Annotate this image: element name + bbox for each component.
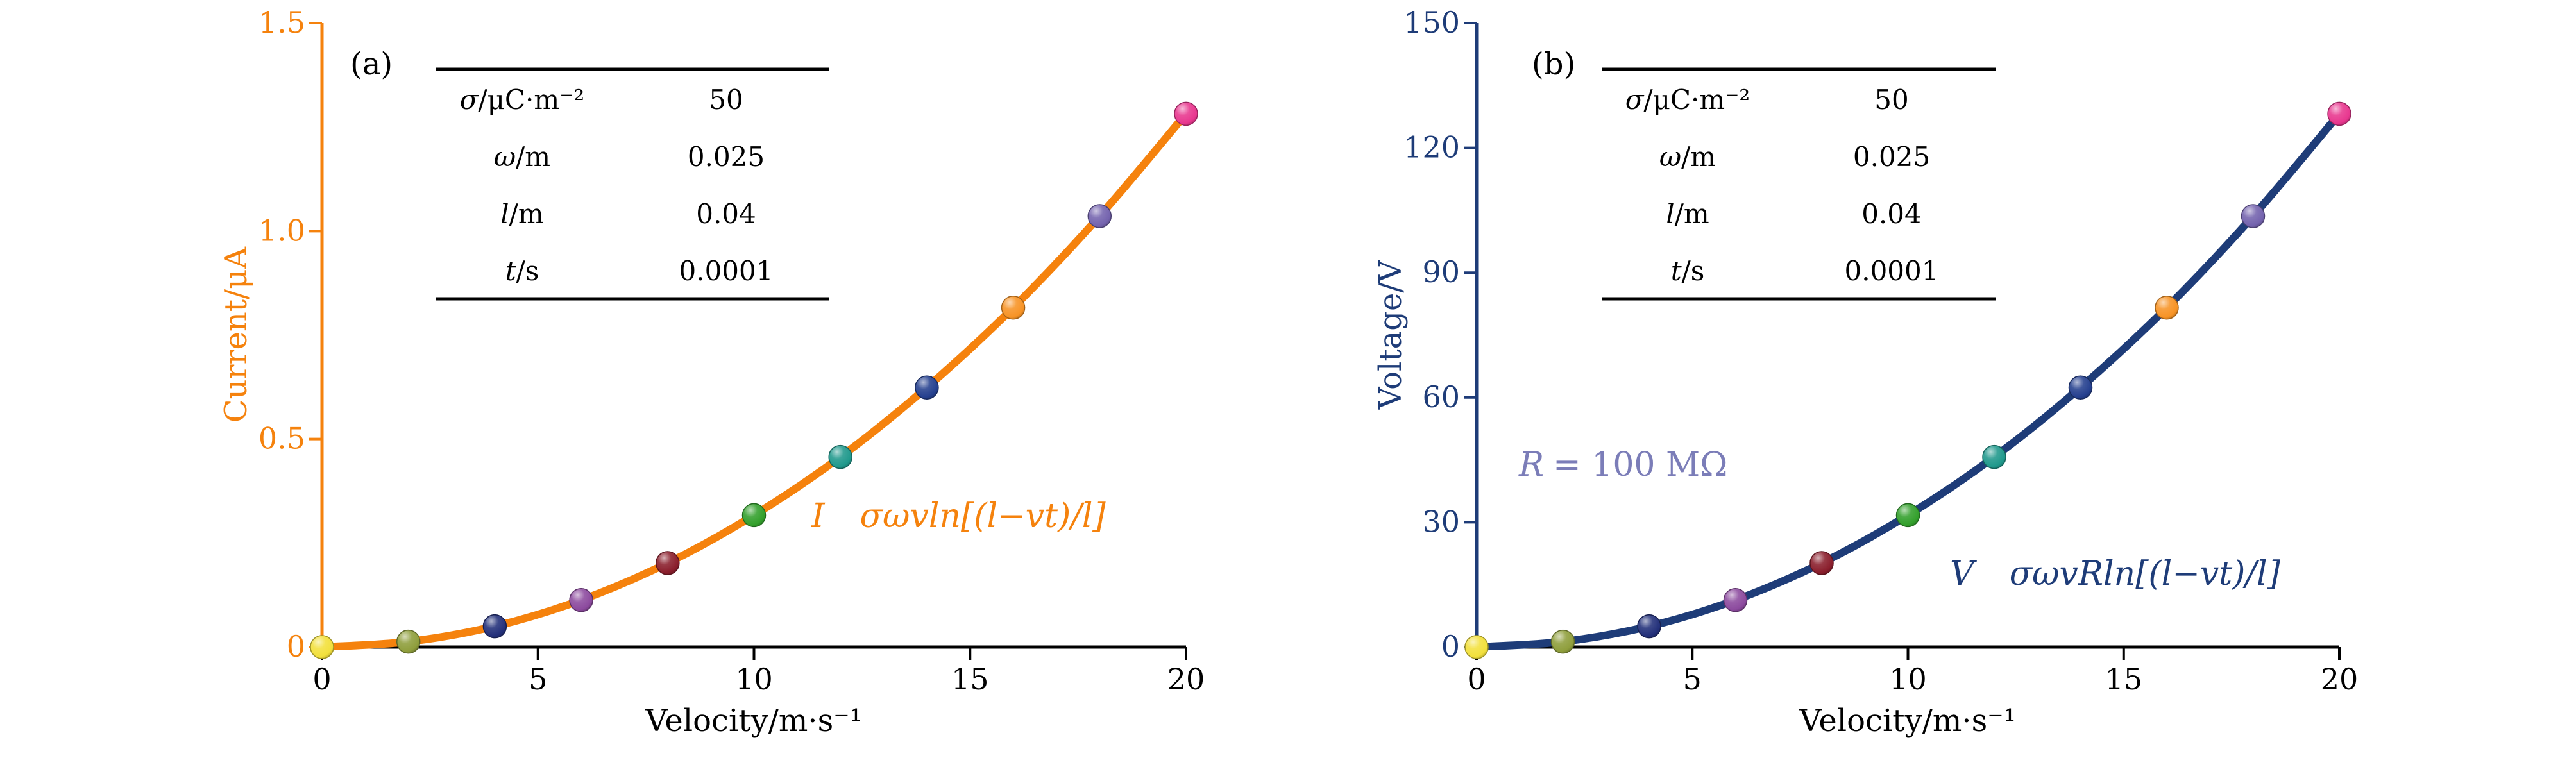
parameter-table: σ/μC·m⁻² 50 ω/m 0.025 l/m 0.04 t/s 0.000… (436, 67, 829, 301)
data-point (1001, 295, 1026, 320)
x-tick-label: 10 (1889, 662, 1927, 696)
table-row-name: σ/μC·m⁻² (460, 84, 584, 115)
data-point (1464, 635, 1489, 659)
y-tick-label: 150 (1403, 5, 1460, 40)
data-point (1174, 101, 1198, 126)
x-tick-label: 10 (735, 662, 773, 696)
x-tick-label: 20 (2321, 662, 2359, 696)
x-axis-title: Velocity/m·s⁻¹ (1799, 703, 2016, 739)
x-tick-label: 5 (1683, 662, 1702, 696)
data-point (1809, 551, 1834, 575)
y-tick-label: 1.0 (258, 213, 305, 248)
table-row-value: 0.0001 (1845, 255, 1939, 287)
table-row-name: ω/m (494, 141, 550, 173)
table-row-name: σ/μC·m⁻² (1625, 84, 1750, 115)
data-point (1723, 587, 1748, 612)
x-tick-label: 0 (1467, 662, 1486, 696)
parameter-table: σ/μC·m⁻² 50 ω/m 0.025 l/m 0.04 t/s 0.000… (1602, 67, 1996, 301)
table-row-value: 0.025 (688, 141, 765, 173)
table-row-value: 0.04 (696, 198, 756, 230)
curve (318, 110, 1190, 651)
data-point (569, 587, 593, 612)
panel-a-generated: 0 5 10 15 20 0 0.5 1.0 1.5 (258, 5, 1205, 696)
data-point (915, 375, 939, 400)
table-row-name: ω/m (1659, 141, 1716, 173)
y-tick-label: 30 (1422, 504, 1460, 539)
data-point (1637, 614, 1661, 639)
data-point (2155, 295, 2179, 320)
data-point (482, 614, 507, 639)
y-axis-title: Current/μA (218, 246, 254, 423)
y-tick-label: 1.5 (258, 5, 305, 40)
table-row-value: 0.025 (1853, 141, 1930, 173)
y-tick-label: 120 (1403, 130, 1460, 165)
data-point (656, 551, 680, 575)
x-tick-label: 0 (312, 662, 331, 696)
y-axis-title: Voltage/V (1373, 259, 1409, 410)
panel-a: 0 5 10 15 20 0 0.5 1.0 1.5 (a) Current/μA Veloci… (218, 5, 1205, 739)
resistance-annotation: R = 100 MΩ (1518, 446, 1727, 484)
x-tick-label: 20 (1167, 662, 1205, 696)
table-row-name: t/s (1671, 255, 1705, 287)
data-point (2327, 101, 2351, 126)
table-row-name: l/m (1666, 198, 1709, 230)
data-point (828, 444, 852, 469)
table-row-value: 0.0001 (679, 255, 774, 287)
data-point (741, 503, 767, 528)
x-tick-label: 5 (529, 662, 547, 696)
data-point (1087, 204, 1112, 228)
data-point (1982, 444, 2006, 469)
data-point (2068, 375, 2093, 400)
data-point (1895, 503, 1920, 528)
x-tick-label: 15 (2105, 662, 2142, 696)
y-tick-label: 60 (1422, 380, 1460, 414)
panel-tag: (b) (1532, 46, 1575, 82)
y-tick-label: 90 (1422, 255, 1460, 289)
data-point (2241, 204, 2266, 228)
panel-a-chart: 0 5 10 15 20 0 0.5 1.0 1.5 (a) Current/μA Veloci… (218, 5, 1205, 739)
table-row-value: 50 (709, 84, 743, 115)
table-row-name: t/s (505, 255, 539, 287)
panel-tag: (a) (350, 46, 393, 82)
x-tick-label: 15 (951, 662, 989, 696)
data-point (396, 629, 421, 654)
table-row-name: l/m (500, 198, 543, 230)
y-tick-label: 0.5 (258, 421, 305, 456)
data-point (310, 635, 334, 659)
panel-b-chart: 0 5 10 15 20 0 30 60 90 120 150 (b) Voltage/V Velo… (1373, 5, 2358, 739)
x-axis-title: Velocity/m·s⁻¹ (645, 703, 862, 739)
data-point (1550, 629, 1575, 654)
y-tick-label: 0 (1441, 629, 1460, 664)
table-row-value: 0.04 (1861, 198, 1922, 230)
y-tick-label: 0 (287, 629, 305, 664)
panel-b-generated: 0 5 10 15 20 0 30 60 90 120 150 (1403, 5, 2358, 696)
table-row-value: 50 (1874, 84, 1908, 115)
panel-b: 0 5 10 15 20 0 30 60 90 120 150 (b) Voltage/V Velo… (1288, 0, 2576, 758)
